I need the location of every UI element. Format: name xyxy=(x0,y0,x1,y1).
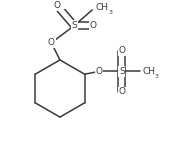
Text: CH: CH xyxy=(142,67,155,76)
Text: O: O xyxy=(95,67,102,76)
Text: O: O xyxy=(118,88,125,96)
Text: O: O xyxy=(118,46,125,55)
Text: S: S xyxy=(71,21,77,30)
Text: 3: 3 xyxy=(108,10,112,15)
Text: O: O xyxy=(48,38,55,47)
Text: S: S xyxy=(119,67,125,76)
Text: CH: CH xyxy=(96,3,109,12)
Text: 3: 3 xyxy=(155,74,159,79)
Text: O: O xyxy=(54,1,61,10)
Text: O: O xyxy=(89,21,96,30)
